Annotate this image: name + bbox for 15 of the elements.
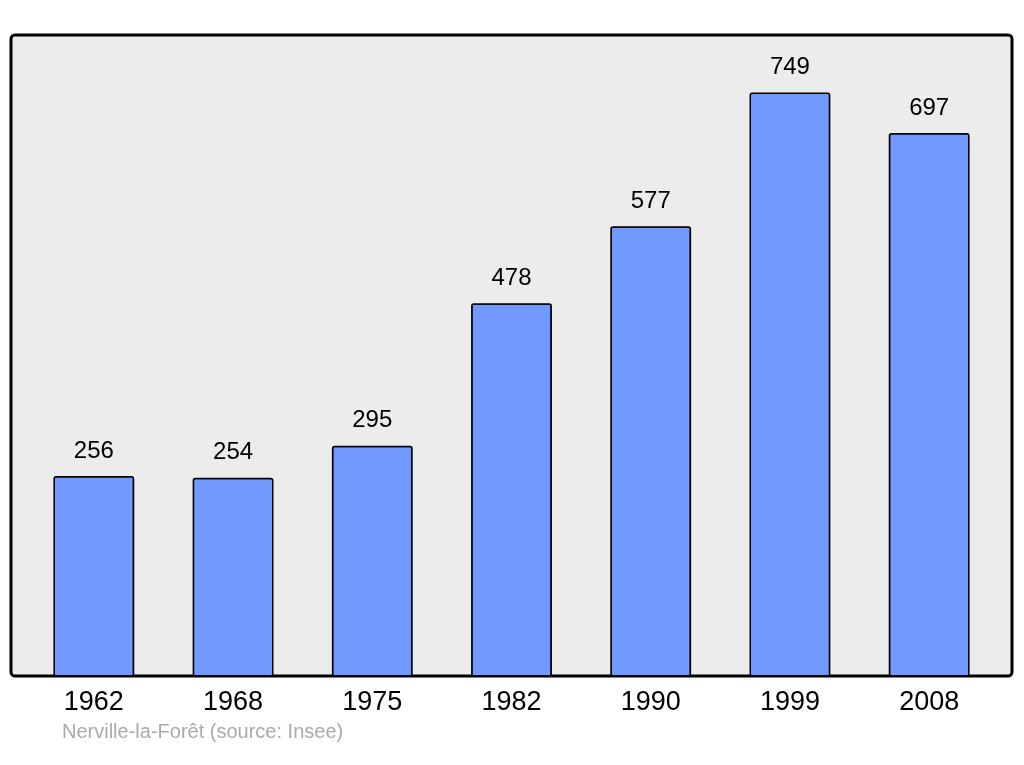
x-tick-label: 1968 [203, 685, 264, 716]
text: Nerville-la-Forêt (source: Insee) [62, 720, 344, 742]
data-label: 295 [352, 405, 393, 433]
x-tick-label: 1962 [63, 685, 124, 716]
x-tick-label: 1975 [342, 685, 403, 716]
data-label: 478 [491, 263, 532, 291]
data-label: 256 [73, 435, 114, 463]
data-label: 697 [909, 92, 950, 120]
x-tick-label: 1999 [759, 685, 820, 716]
data-label: 254 [213, 437, 254, 465]
data-label: 749 [769, 52, 810, 80]
x-tick-label: 1990 [620, 685, 681, 716]
x-tick-label: 2008 [899, 685, 960, 716]
x-tick-label: 1982 [481, 685, 542, 716]
data-label: 577 [630, 186, 671, 214]
